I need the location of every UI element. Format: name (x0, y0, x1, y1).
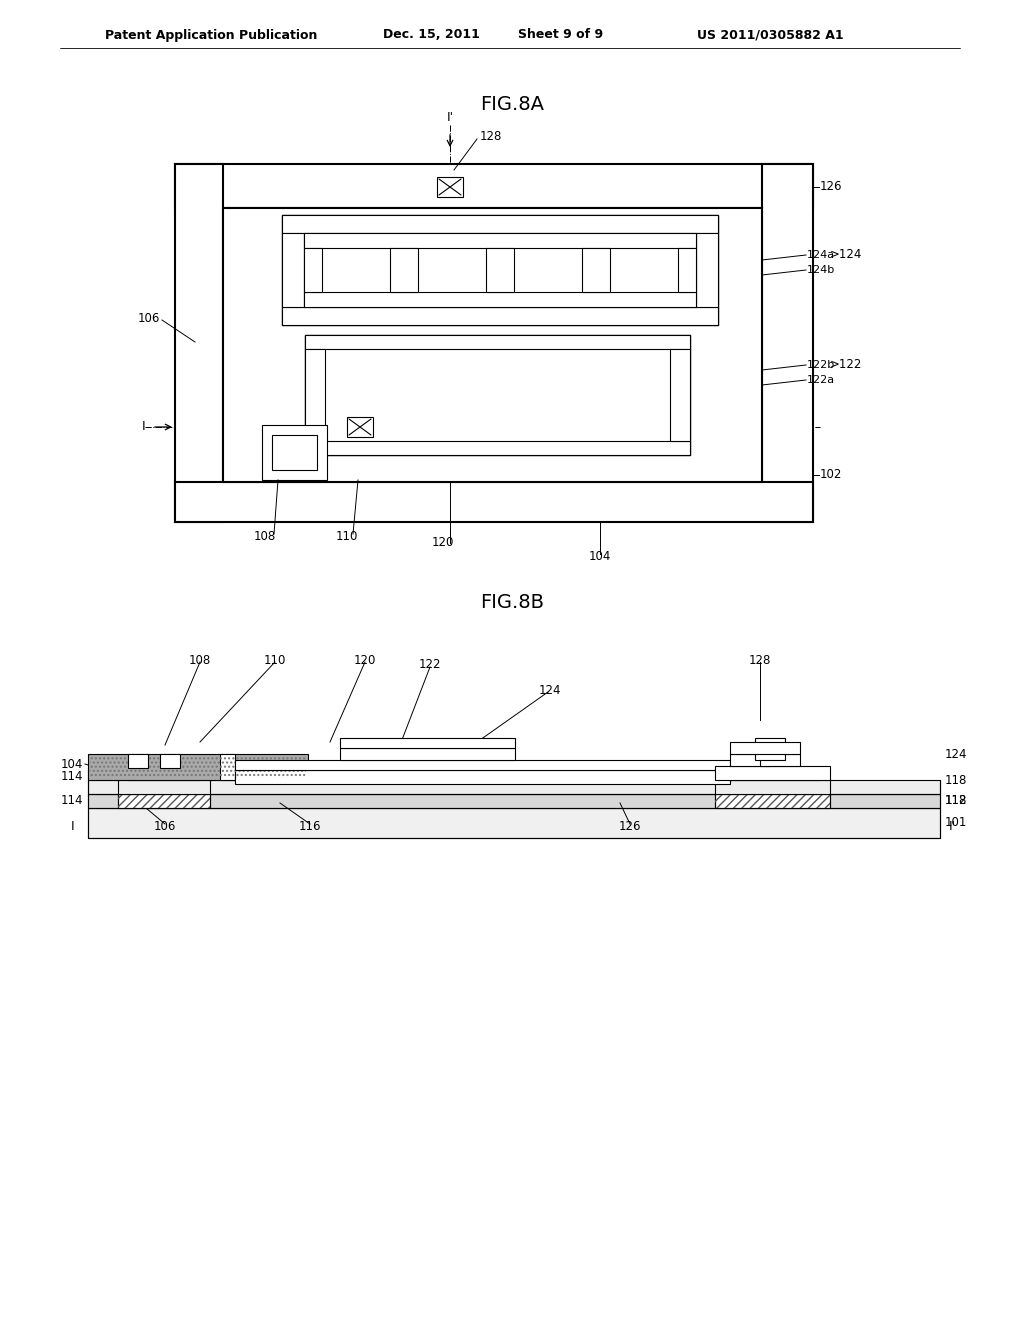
Bar (340, 738, 515, 748)
Text: 114: 114 (60, 770, 83, 783)
Bar (762, 164, 813, 521)
Text: 108: 108 (254, 531, 276, 544)
Text: 122: 122 (419, 659, 441, 672)
Text: 101: 101 (945, 817, 968, 829)
Bar (730, 754, 770, 766)
Text: 106: 106 (137, 312, 160, 325)
Bar (175, 164, 813, 209)
Bar (223, 209, 762, 482)
Bar (347, 417, 373, 437)
Bar (304, 248, 322, 292)
Bar (234, 760, 730, 770)
Bar (175, 164, 223, 521)
Text: 126: 126 (618, 820, 641, 833)
Bar (715, 780, 830, 795)
Bar (730, 742, 800, 754)
Text: >124: >124 (830, 248, 862, 261)
Bar (90, 756, 306, 777)
Bar (128, 754, 148, 768)
Bar (670, 348, 690, 441)
Text: Sheet 9 of 9: Sheet 9 of 9 (518, 29, 603, 41)
Bar (715, 766, 830, 780)
Bar (715, 795, 830, 808)
Bar (304, 292, 696, 308)
Text: 104: 104 (589, 550, 611, 564)
Bar (725, 768, 820, 780)
Bar (282, 234, 304, 308)
Bar (160, 754, 180, 768)
Text: 124: 124 (945, 747, 968, 760)
Bar (390, 248, 418, 292)
Bar (305, 335, 690, 348)
Text: 128: 128 (480, 131, 503, 144)
Text: FIG.8A: FIG.8A (480, 95, 544, 115)
Bar (88, 808, 940, 838)
Bar (88, 795, 940, 808)
Bar (88, 780, 940, 795)
Text: 116: 116 (299, 820, 322, 833)
Text: 120: 120 (354, 653, 376, 667)
Bar (175, 482, 813, 521)
Text: 110: 110 (264, 653, 286, 667)
Bar (282, 215, 718, 234)
Text: 122b: 122b (807, 360, 836, 370)
Text: I': I' (446, 111, 454, 124)
Text: 102: 102 (820, 469, 843, 482)
Text: >122: >122 (830, 359, 862, 371)
Bar (272, 436, 317, 470)
Text: 124: 124 (539, 684, 561, 697)
Text: 124a: 124a (807, 249, 836, 260)
Bar (304, 234, 696, 308)
Text: 118: 118 (945, 795, 968, 808)
Bar (696, 234, 718, 308)
Bar (305, 441, 690, 455)
Bar (755, 738, 785, 760)
Text: 110: 110 (336, 531, 358, 544)
Text: 126: 126 (820, 181, 843, 194)
Bar (304, 234, 696, 248)
Text: 114: 114 (60, 795, 83, 808)
Bar (305, 335, 690, 455)
Text: I: I (72, 820, 75, 833)
Text: 120: 120 (432, 536, 455, 549)
Bar (282, 308, 718, 325)
Bar (486, 248, 514, 292)
Text: 128: 128 (749, 653, 771, 667)
Bar (282, 215, 718, 325)
Text: 122a: 122a (807, 375, 836, 385)
Bar (118, 795, 210, 808)
Text: I': I' (948, 820, 955, 833)
Text: 118: 118 (945, 774, 968, 787)
Bar (88, 754, 308, 780)
Bar (305, 348, 325, 441)
Text: 104: 104 (60, 758, 83, 771)
Text: 106: 106 (154, 820, 176, 833)
Text: FIG.8B: FIG.8B (480, 593, 544, 611)
Bar (582, 248, 610, 292)
Text: US 2011/0305882 A1: US 2011/0305882 A1 (697, 29, 844, 41)
Bar (437, 177, 463, 197)
Text: I: I (142, 421, 145, 433)
Bar (678, 248, 696, 292)
Text: Dec. 15, 2011: Dec. 15, 2011 (383, 29, 480, 41)
Bar (220, 754, 234, 780)
Bar (118, 795, 210, 808)
Text: 112: 112 (945, 795, 968, 808)
Bar (715, 795, 830, 808)
Bar (760, 754, 800, 766)
Text: 124b: 124b (807, 265, 836, 275)
Bar (118, 780, 210, 795)
Bar (262, 425, 327, 480)
Text: Patent Application Publication: Patent Application Publication (105, 29, 317, 41)
Bar (340, 748, 515, 760)
Bar (128, 768, 200, 780)
Bar (234, 770, 730, 784)
Text: 108: 108 (188, 653, 211, 667)
